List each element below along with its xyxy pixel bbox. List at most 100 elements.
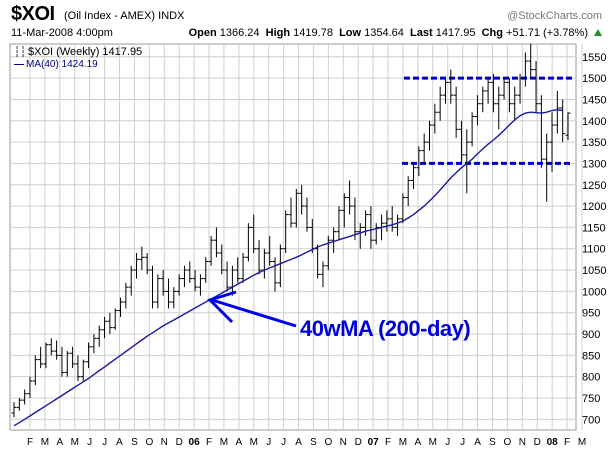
quote-line: Open 1366.24 High 1419.78 Low 1354.64 La… — [189, 27, 588, 39]
ohlc-bar — [421, 133, 427, 164]
arrow-shaft — [211, 298, 297, 328]
x-tick-label: F — [564, 437, 570, 448]
ohlc-bar — [395, 214, 401, 236]
ohlc-bar — [517, 73, 523, 104]
y-tick-label: 950 — [582, 308, 600, 320]
y-tick-label: 750 — [582, 393, 600, 405]
ohlc-bar — [261, 248, 267, 279]
x-tick-label: A — [295, 437, 302, 448]
ohlc-bar — [325, 235, 331, 271]
x-tick-label: J — [87, 437, 92, 448]
ohlc-bar — [43, 342, 49, 369]
x-tick-label: M — [71, 437, 79, 448]
y-tick-label: 1400 — [582, 116, 606, 128]
ohlc-bar — [320, 261, 326, 288]
ohlc-bar — [91, 334, 97, 354]
ohlc-bar — [368, 206, 374, 249]
x-tick-label: S — [310, 437, 317, 448]
ohlc-bar — [203, 257, 209, 283]
x-tick-label: O — [504, 437, 512, 448]
grid-lines — [10, 44, 583, 430]
y-tick-label: 1450 — [582, 94, 606, 106]
high-value: 1419.78 — [293, 27, 333, 39]
low-value: 1354.64 — [364, 27, 404, 39]
x-tick-label: S — [489, 437, 496, 448]
ohlc-bar — [384, 210, 390, 232]
ohlc-bar — [389, 206, 395, 232]
legend-ma-text: MA(40) 1424.19 — [26, 59, 98, 70]
ohlc-bar — [102, 316, 108, 339]
ohlc-bar — [442, 78, 448, 104]
ohlc-bar — [54, 340, 60, 360]
ohlc-bars — [11, 44, 571, 418]
ma40-line — [13, 108, 563, 427]
ohlc-bar — [506, 78, 512, 113]
ohlc-bar — [469, 112, 475, 147]
ohlc-bar — [192, 270, 198, 292]
ohlc-bar — [565, 112, 571, 141]
ohlc-bar — [331, 227, 337, 253]
ohlc-bar — [352, 197, 358, 241]
ohlc-bar — [96, 325, 102, 347]
x-tick-label: O — [145, 437, 153, 448]
line-icon — [14, 63, 24, 65]
copyright-text: @StockCharts.com — [507, 10, 602, 22]
ohlc-bar — [75, 355, 81, 381]
y-tick-label: 1050 — [582, 265, 606, 277]
ohlc-bar — [176, 274, 182, 296]
ohlc-bar — [155, 274, 161, 309]
y-tick-label: 900 — [582, 329, 600, 341]
ohlc-bar — [181, 265, 187, 288]
ohlc-bar — [336, 206, 342, 241]
ohlc-bar — [299, 184, 305, 215]
x-tick-label: D — [534, 437, 541, 448]
ohlc-bar — [400, 193, 406, 224]
ohlc-bar — [86, 342, 92, 369]
ohlc-bar — [501, 78, 507, 100]
y-tick-label: 1500 — [582, 73, 606, 85]
ohlc-bar — [554, 90, 560, 134]
plot-frame — [9, 43, 577, 431]
ohlc-bar — [496, 86, 502, 130]
x-tick-label: F — [385, 437, 391, 448]
ohlc-bar — [544, 133, 550, 202]
y-tick-label: 1150 — [582, 222, 606, 234]
ohlc-bar — [277, 244, 283, 288]
x-tick-label: F — [27, 437, 33, 448]
ohlc-bar — [197, 274, 203, 296]
ohlc-bar — [267, 235, 273, 266]
y-tick-label: 1550 — [582, 52, 606, 64]
y-tick-label: 1000 — [582, 286, 606, 298]
x-tick-label: A — [236, 437, 243, 448]
y-tick-label: 700 — [582, 414, 600, 426]
x-tick-label: M — [220, 437, 228, 448]
x-tick-label: A — [415, 437, 422, 448]
x-tick-label: M — [250, 437, 258, 448]
ohlc-bar — [235, 257, 241, 283]
x-tick-label: A — [57, 437, 64, 448]
ohlc-bar — [490, 73, 496, 113]
ohlc-bar — [288, 197, 294, 228]
ohlc-icon: ┆┆ — [14, 47, 27, 58]
ohlc-bar — [432, 103, 438, 134]
ohlc-bar — [283, 210, 289, 253]
legend-price: ┆┆ $XOI (Weekly) 1417.95 — [14, 46, 142, 58]
x-tick-label: M — [399, 437, 407, 448]
y-tick-label: 800 — [582, 372, 600, 384]
ohlc-bar — [150, 265, 155, 309]
y-tick-label: 1100 — [582, 244, 606, 256]
x-tick-label: D — [355, 437, 362, 448]
x-axis: F M A M J J A S O N D 06 F M A M J J A S O N D 07 F M A M J J A S O N D 08 F… — [27, 437, 586, 448]
x-tick-label: J — [102, 437, 107, 448]
x-tick-label: M — [578, 437, 586, 448]
ohlc-bar — [304, 197, 310, 232]
ma-annotation: 40wMA (200-day) — [300, 316, 471, 341]
ohlc-bar — [224, 261, 230, 292]
ohlc-bar — [64, 351, 70, 377]
symbol-subtitle: (Oil Index - AMEX) INDX — [64, 10, 185, 22]
ohlc-bar — [427, 120, 432, 151]
x-tick-label: J — [281, 437, 286, 448]
x-tick-label: J — [266, 437, 271, 448]
x-tick-label: 06 — [189, 437, 201, 448]
